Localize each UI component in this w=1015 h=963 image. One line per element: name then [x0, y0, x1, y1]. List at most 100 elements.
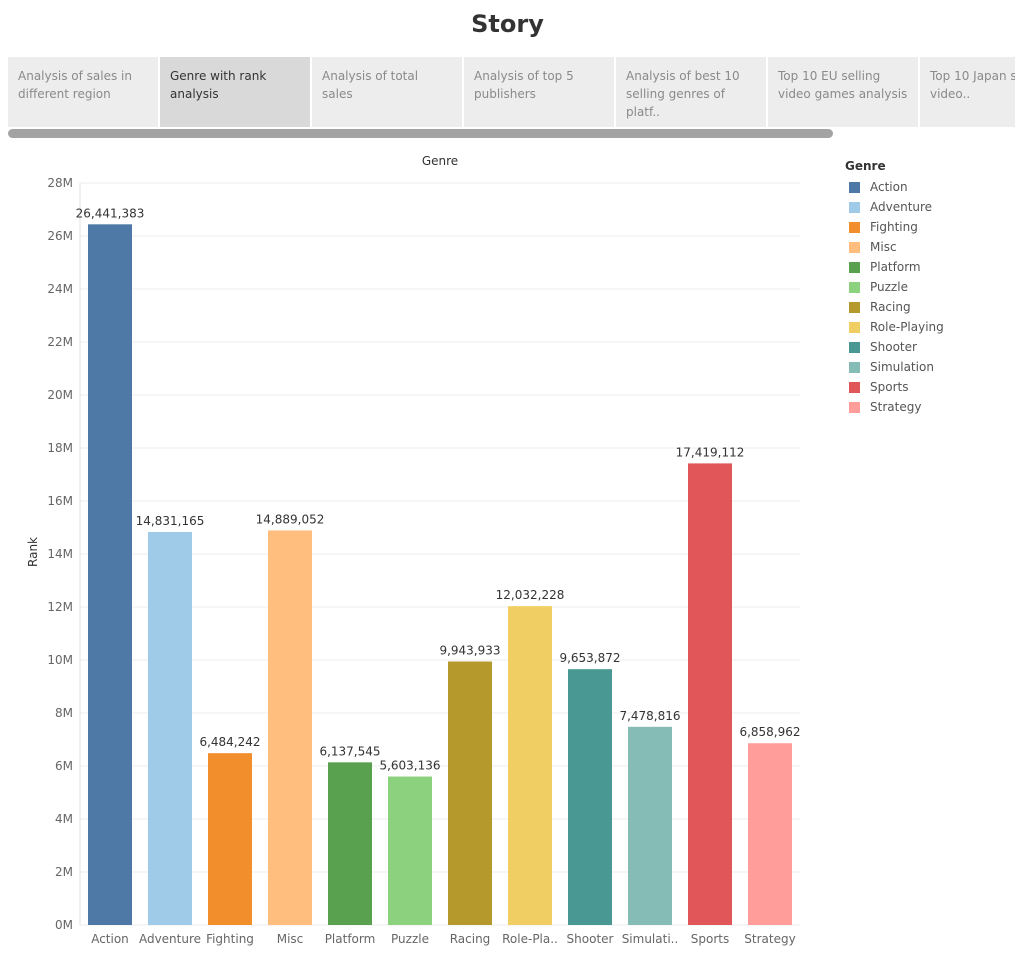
y-tick-label: 4M — [55, 812, 73, 826]
data-label: 14,831,165 — [136, 514, 205, 528]
bar[interactable] — [328, 762, 372, 925]
data-label: 14,889,052 — [256, 512, 325, 526]
tab-scrollbar[interactable] — [8, 129, 833, 138]
y-tick-label: 8M — [55, 706, 73, 720]
tab-top-eu-games[interactable]: Top 10 EU selling video games analysis — [768, 57, 918, 127]
bar[interactable] — [508, 606, 552, 925]
tab-top-publishers[interactable]: Analysis of top 5 publishers — [464, 57, 614, 127]
legend-item[interactable]: Racing — [845, 297, 944, 317]
y-tick-label: 28M — [47, 176, 73, 190]
bar[interactable] — [268, 530, 312, 925]
legend-swatch — [849, 361, 860, 373]
bar[interactable] — [568, 669, 612, 925]
x-tick-label: Strategy — [744, 932, 795, 946]
legend-swatch — [849, 221, 860, 233]
x-tick-label: Simulati.. — [622, 932, 679, 946]
y-tick-label: 0M — [55, 918, 73, 932]
legend-swatch — [849, 301, 860, 313]
data-label: 26,441,383 — [76, 206, 145, 220]
legend-item[interactable]: Fighting — [845, 217, 944, 237]
legend-swatch — [849, 201, 860, 213]
legend-label: Action — [870, 180, 908, 194]
x-tick-label: Adventure — [139, 932, 201, 946]
y-tick-label: 2M — [55, 865, 73, 879]
y-tick-label: 24M — [47, 282, 73, 296]
bar[interactable] — [688, 463, 732, 925]
data-label: 12,032,228 — [496, 588, 565, 602]
y-tick-label: 16M — [47, 494, 73, 508]
data-label: 6,484,242 — [199, 735, 260, 749]
y-axis-label: Rank — [26, 537, 40, 567]
legend-swatch — [849, 241, 860, 253]
legend-label: Platform — [870, 260, 921, 274]
legend-label: Racing — [870, 300, 911, 314]
tab-total-sales[interactable]: Analysis of total sales — [312, 57, 462, 127]
legend-swatch — [849, 261, 860, 273]
legend-label: Shooter — [870, 340, 917, 354]
legend-label: Strategy — [870, 400, 922, 414]
legend-label: Misc — [870, 240, 897, 254]
legend-swatch — [849, 321, 860, 333]
x-tick-label: Shooter — [567, 932, 614, 946]
x-tick-label: Platform — [325, 932, 376, 946]
tab-sales-by-region[interactable]: Analysis of sales in different region — [8, 57, 158, 127]
legend-item[interactable]: Puzzle — [845, 277, 944, 297]
data-labels: 26,441,383 14,831,165 6,484,242 14,889,052 6… — [76, 206, 801, 772]
x-tick-label: Racing — [450, 932, 491, 946]
legend-label: Adventure — [870, 200, 933, 214]
legend-items: Action Adventure Fighting Misc Platform Puzzl… — [845, 177, 944, 417]
legend-item[interactable]: Action — [845, 177, 944, 197]
legend-label: Puzzle — [870, 280, 908, 294]
y-tick-label: 10M — [47, 653, 73, 667]
bar[interactable] — [628, 726, 672, 925]
chart-title: Genre — [422, 154, 458, 168]
story-tab-bar: Analysis of sales in different region Ge… — [8, 57, 1015, 127]
legend-item[interactable]: Role-Playing — [845, 317, 944, 337]
bar[interactable] — [148, 531, 192, 925]
story-title: Story — [471, 10, 544, 38]
bar[interactable] — [448, 661, 492, 925]
legend-label: Fighting — [870, 220, 918, 234]
y-tick-label: 14M — [47, 547, 73, 561]
y-tick-label: 18M — [47, 441, 73, 455]
legend-swatch — [849, 381, 860, 393]
legend-item[interactable]: Strategy — [845, 397, 944, 417]
legend-item[interactable]: Adventure — [845, 197, 944, 217]
x-tick-label: Fighting — [206, 932, 254, 946]
y-tick-label: 20M — [47, 388, 73, 402]
x-tick-label: Misc — [277, 932, 304, 946]
legend-item[interactable]: Platform — [845, 257, 944, 277]
y-tick-label: 22M — [47, 335, 73, 349]
data-label: 9,943,933 — [439, 643, 500, 657]
legend-label: Role-Playing — [870, 320, 944, 334]
bar-chart: Genre Rank 0M2M4M6M8M10M12M14M16M18M20M2… — [26, 154, 801, 946]
legend-label: Simulation — [870, 360, 934, 374]
legend-item[interactable]: Shooter — [845, 337, 944, 357]
data-label: 6,137,545 — [319, 744, 380, 758]
x-tick-label: Action — [91, 932, 129, 946]
bars — [88, 224, 792, 925]
legend-label: Sports — [870, 380, 909, 394]
x-tick-label: Role-Pla.. — [502, 932, 558, 946]
data-label: 5,603,136 — [379, 759, 440, 773]
x-tick-label: Sports — [691, 932, 729, 946]
data-label: 6,858,962 — [739, 725, 800, 739]
legend: Genre Action Adventure Fighting Misc Platfor… — [845, 158, 944, 417]
legend-item[interactable]: Misc — [845, 237, 944, 257]
legend-item[interactable]: Simulation — [845, 357, 944, 377]
tab-top-japan-games[interactable]: Top 10 Japan selling video.. — [920, 57, 1015, 127]
x-axis-ticks: Action Adventure Fighting Misc Platform Puzzl… — [91, 932, 796, 946]
legend-swatch — [849, 281, 860, 293]
data-label: 7,478,816 — [619, 709, 680, 723]
bar[interactable] — [88, 224, 132, 925]
data-label: 9,653,872 — [559, 651, 620, 665]
legend-item[interactable]: Sports — [845, 377, 944, 397]
tab-genre-rank[interactable]: Genre with rank analysis — [160, 57, 310, 127]
tab-best-genres-platform[interactable]: Analysis of best 10 selling genres of pl… — [616, 57, 766, 127]
bar[interactable] — [388, 776, 432, 925]
x-tick-label: Puzzle — [391, 932, 429, 946]
bar[interactable] — [748, 743, 792, 925]
bar[interactable] — [208, 753, 252, 925]
y-tick-label: 6M — [55, 759, 73, 773]
legend-swatch — [849, 401, 860, 413]
